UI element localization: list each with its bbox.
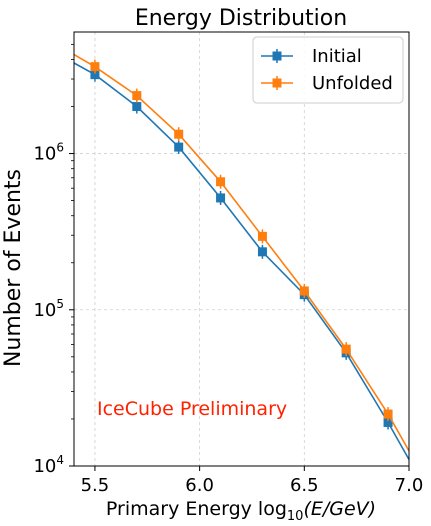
axes: 5.5 6.0 6.5 7.0 104 105 106 (33, 43, 424, 496)
series-line-initial (73, 62, 410, 460)
series-layer (73, 53, 410, 460)
x-tick-label: 6.0 (185, 475, 214, 496)
data-point-unfolded (132, 91, 142, 101)
x-axis-label-prefix: Primary Energy log (106, 498, 287, 520)
legend-marker (272, 51, 282, 61)
legend-label: Initial (312, 46, 362, 67)
data-point-initial (90, 70, 100, 80)
data-point-unfolded (90, 62, 100, 72)
y-tick-label: 105 (33, 297, 64, 321)
data-point-initial (257, 247, 267, 257)
x-tick-label: 7.0 (395, 475, 424, 496)
legend-box (252, 36, 404, 104)
data-point-initial (216, 193, 226, 203)
y-tick-label: 106 (33, 141, 64, 165)
data-point-unfolded (216, 177, 226, 187)
data-point-initial (132, 102, 142, 112)
y-axis-label: Number of Events (1, 169, 26, 367)
data-point-unfolded (257, 231, 267, 241)
x-axis-label-subscript: 10 (287, 509, 304, 524)
x-axis-label: Primary Energy log10(E/GeV) (106, 498, 376, 524)
data-point-initial (174, 142, 184, 152)
plot-area-frame (73, 31, 410, 467)
data-point-unfolded (341, 344, 351, 354)
chart-title: Energy Distribution (135, 6, 347, 31)
legend: Initial Unfolded (252, 36, 404, 104)
series-line-unfolded (73, 53, 410, 452)
legend-label: Unfolded (312, 73, 393, 94)
icecube-preliminary-label: IceCube Preliminary (97, 398, 287, 420)
data-point-initial (383, 417, 393, 427)
y-tick-label: 104 (33, 453, 64, 477)
x-axis-label-suffix: (E/GeV) (303, 498, 376, 520)
data-point-unfolded (174, 129, 184, 139)
legend-marker (272, 78, 282, 88)
data-point-unfolded (383, 409, 393, 419)
x-tick-label: 5.5 (81, 475, 110, 496)
x-tick-label: 6.5 (290, 475, 319, 496)
data-point-unfolded (299, 286, 309, 296)
